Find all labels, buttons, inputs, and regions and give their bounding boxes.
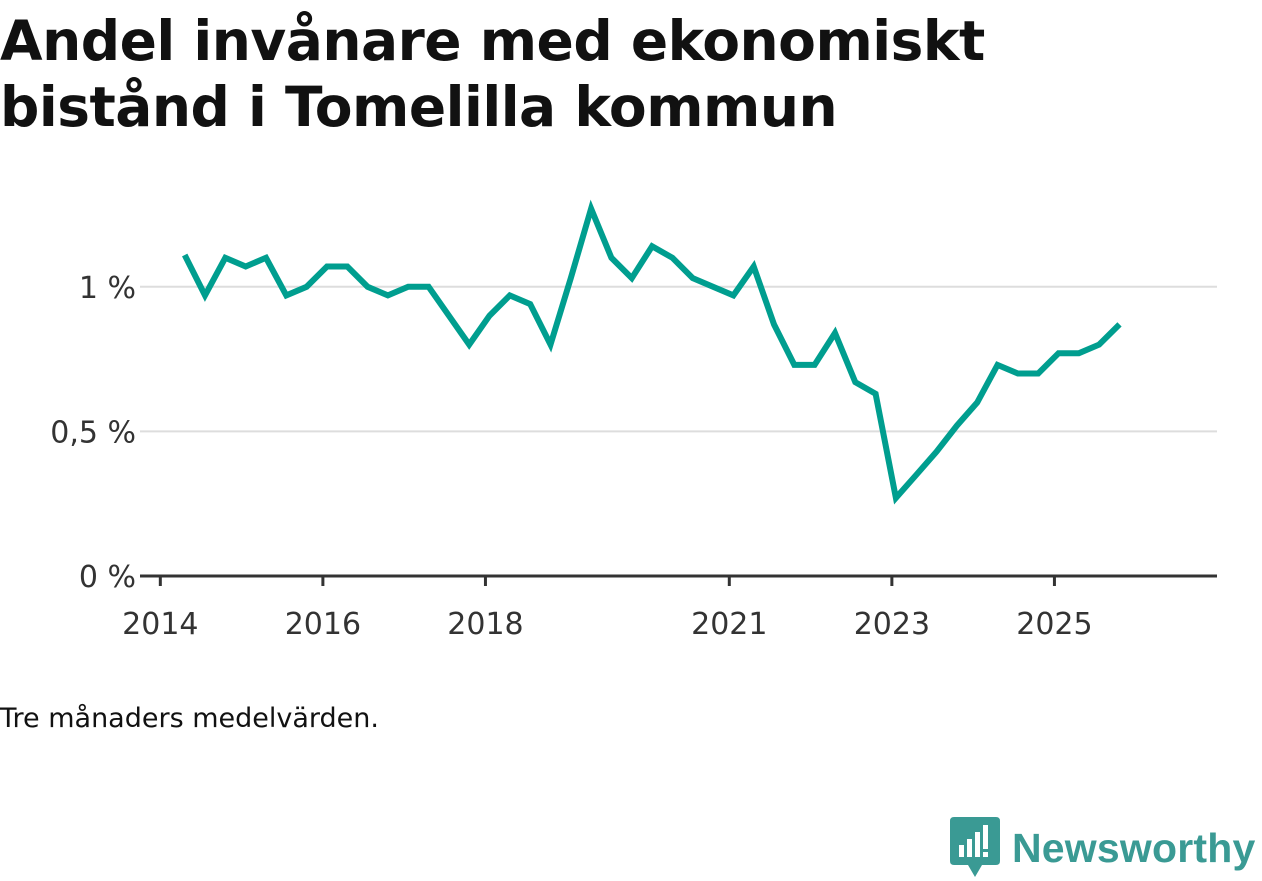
chart-title: Andel invånare med ekonomiskt bistånd i …: [0, 9, 985, 139]
x-tick-label: 2014: [122, 607, 198, 642]
x-tick-label: 2025: [1016, 607, 1092, 642]
x-axis-labels: 2014 2016 2018 2021 2023 2025: [122, 607, 1092, 642]
x-tick-label: 2018: [447, 607, 523, 642]
chart-caption: Tre månaders medelvärden.: [0, 703, 379, 734]
gridlines: [140, 285, 1217, 433]
x-tick-label: 2021: [691, 607, 767, 642]
brand-name: Newsworthy: [1012, 824, 1256, 871]
y-tick-label: 0,5 %: [50, 415, 136, 450]
series: [182, 199, 1122, 505]
x-axis: [140, 574, 1217, 586]
series-line: [182, 199, 1122, 505]
newsworthy-logo-icon: [950, 817, 1000, 877]
y-tick-label: 1 %: [79, 271, 136, 306]
x-tick-label: 2016: [285, 607, 361, 642]
y-axis-labels: 0 % 0,5 % 1 %: [50, 271, 136, 595]
y-tick-label: 0 %: [79, 560, 136, 595]
x-tick-label: 2023: [854, 607, 930, 642]
newsworthy-brand[interactable]: Newsworthy: [950, 815, 1256, 881]
